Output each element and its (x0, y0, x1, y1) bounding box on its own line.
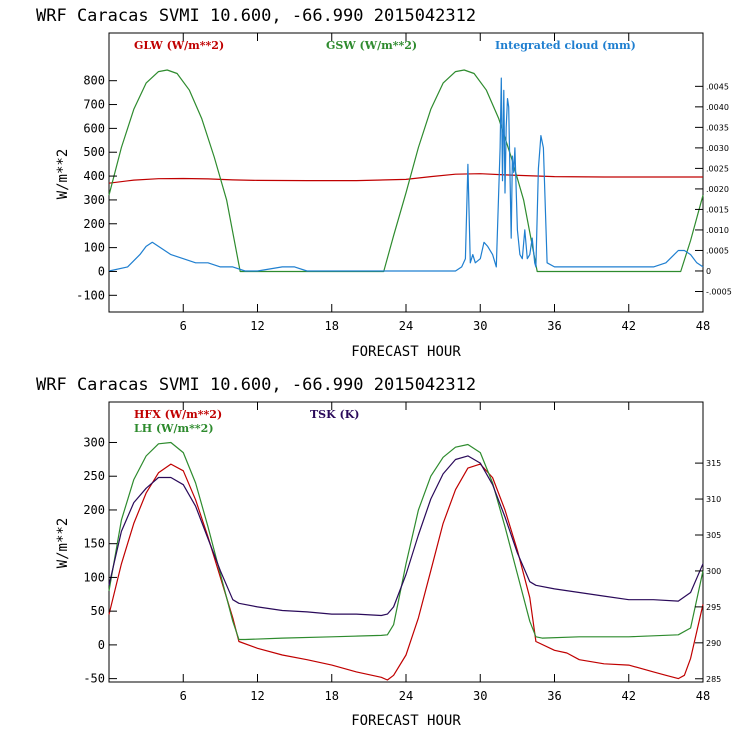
top-y-tick-label: 800 (83, 74, 105, 88)
top-y-tick-label: 0 (98, 264, 105, 278)
bottom-x-tick-label: 24 (399, 689, 413, 703)
top-legend-gsw: GSW (W/m**2) (326, 39, 417, 52)
top-x-tick-label: 30 (473, 319, 487, 333)
top-legend-cloud: Integrated cloud (mm) (495, 39, 636, 52)
bottom-y2-tick-label: 315 (706, 459, 721, 468)
bottom-ticks-layer: 6 12 18 24 30 36 42 48 -50 0 50 100 150 200 250 300 285 2… (83, 402, 721, 703)
bottom-y-tick-label: -50 (83, 672, 105, 686)
top-y2-tick-label: .0040 (706, 103, 729, 112)
bottom-y-tick-label: 300 (83, 435, 105, 449)
bottom-y-tick-label: 200 (83, 503, 105, 517)
bottom-x-tick-label: 6 (180, 689, 187, 703)
top-y-tick-label: -100 (76, 288, 105, 302)
top-y-tick-label: 700 (83, 98, 105, 112)
top-ticks-layer: 6 12 18 24 30 36 42 48 -100 0 100 200 300 400 500 600 70… (76, 33, 732, 333)
top-y-tick-label: 500 (83, 145, 105, 159)
top-y2-tick-label: .0010 (706, 226, 729, 235)
bottom-y-tick-label: 0 (98, 638, 105, 652)
bottom-series-line-1 (108, 441, 704, 641)
bottom-x-tick-label: 48 (696, 689, 710, 703)
top-series-line-0 (108, 173, 703, 184)
bottom-series-line-2 (108, 455, 704, 617)
bottom-x-tick-label: 12 (250, 689, 264, 703)
bottom-y2-tick-label: 295 (706, 603, 721, 612)
top-panel: WRF Caracas SVMI 10.600, -66.990 2015042… (36, 6, 732, 360)
bottom-series-layer (108, 441, 704, 681)
bottom-x-tick-label: 36 (547, 689, 561, 703)
top-series-layer (108, 69, 704, 273)
bottom-legend-tsk: TSK (K) (310, 408, 360, 421)
top-title: WRF Caracas SVMI 10.600, -66.990 2015042… (36, 6, 476, 26)
top-y2-tick-label: 0 (706, 267, 711, 276)
top-y-tick-label: 200 (83, 217, 105, 231)
top-y-tick-label: 400 (83, 169, 105, 183)
top-plot-frame (108, 32, 704, 313)
top-y2-tick-label: .0020 (706, 185, 729, 194)
top-series-line-1 (108, 69, 704, 273)
bottom-y2-tick-label: 300 (706, 567, 721, 576)
bottom-y2-tick-label: 305 (706, 531, 721, 540)
bottom-x-axis-label: FORECAST HOUR (351, 713, 461, 729)
bottom-y-tick-label: 50 (91, 604, 105, 618)
bottom-x-tick-label: 18 (325, 689, 339, 703)
top-x-tick-label: 42 (622, 319, 636, 333)
top-y2-tick-label: -.0005 (706, 287, 732, 296)
top-legend-glw: GLW (W/m**2) (134, 39, 224, 52)
top-y-tick-label: 100 (83, 241, 105, 255)
bottom-legend-hfx: HFX (W/m**2) (134, 408, 222, 421)
bottom-x-tick-label: 42 (622, 689, 636, 703)
top-y-tick-label: 300 (83, 193, 105, 207)
bottom-title: WRF Caracas SVMI 10.600, -66.990 2015042… (36, 375, 476, 395)
bottom-panel: WRF Caracas SVMI 10.600, -66.990 2015042… (36, 375, 721, 729)
bottom-y-axis-label: W/m**2 (55, 518, 71, 569)
bottom-legend-lh: LH (W/m**2) (134, 422, 214, 435)
bottom-y-tick-label: 250 (83, 469, 105, 483)
top-x-tick-label: 48 (696, 319, 710, 333)
bottom-series-line-0 (108, 463, 704, 681)
top-y2-tick-label: .0035 (706, 123, 729, 132)
top-x-tick-label: 18 (325, 319, 339, 333)
top-y-tick-label: 600 (83, 121, 105, 135)
top-x-tick-label: 24 (399, 319, 413, 333)
top-series-line-2 (108, 77, 704, 272)
top-x-tick-label: 12 (250, 319, 264, 333)
top-x-axis-label: FORECAST HOUR (351, 344, 461, 360)
bottom-y2-tick-label: 285 (706, 675, 721, 684)
top-y2-tick-label: .0015 (706, 205, 729, 214)
bottom-y2-tick-label: 310 (706, 495, 721, 504)
bottom-y2-tick-label: 290 (706, 639, 721, 648)
top-x-tick-label: 36 (547, 319, 561, 333)
bottom-y-tick-label: 150 (83, 537, 105, 551)
top-y-axis-label: W/m**2 (55, 149, 71, 200)
bottom-x-tick-label: 30 (473, 689, 487, 703)
bottom-y-tick-label: 100 (83, 570, 105, 584)
top-y2-tick-label: .0025 (706, 164, 729, 173)
top-y2-tick-label: .0005 (706, 246, 729, 255)
top-y2-tick-label: .0045 (706, 82, 729, 91)
bottom-plot-frame (108, 401, 704, 683)
top-y2-tick-label: .0030 (706, 144, 729, 153)
top-x-tick-label: 6 (180, 319, 187, 333)
